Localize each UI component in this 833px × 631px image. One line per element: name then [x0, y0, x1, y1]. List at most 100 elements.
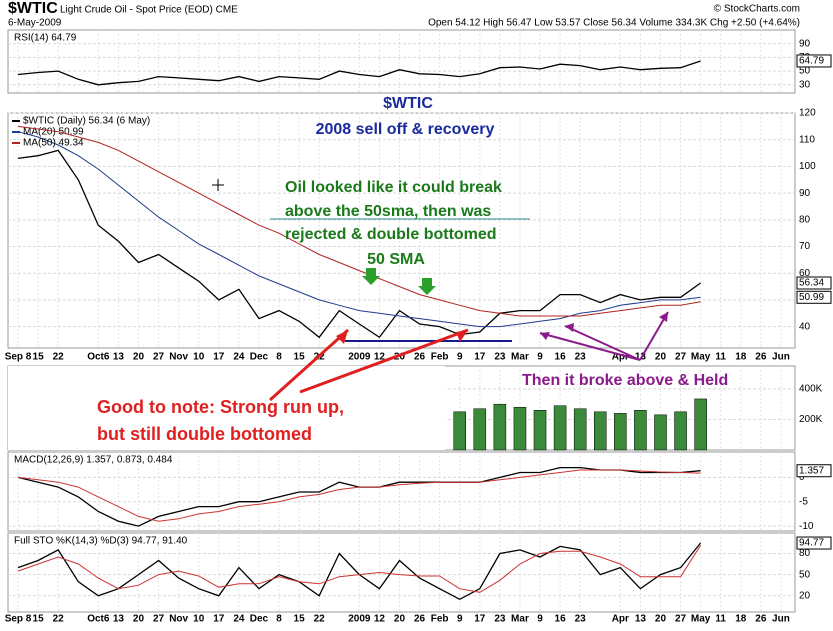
volume-bar: [493, 403, 507, 451]
x-tick-label: 20: [133, 352, 145, 363]
x-tick-label: Nov: [169, 614, 188, 625]
annotation-subtitle: 2008 sell off & recovery: [316, 121, 495, 138]
x-tick-label: 11: [715, 614, 726, 625]
y-tick-label: 90: [799, 188, 811, 199]
series-line: [17, 131, 701, 328]
x-tick-label: 17: [474, 352, 486, 363]
series-line: [17, 125, 701, 317]
x-tick-label: 26: [414, 352, 426, 363]
y-tick-label: 90: [799, 38, 811, 49]
x-tick-label: 22: [53, 614, 65, 625]
x-tick-label: 20: [655, 614, 667, 625]
value-tag-box: [796, 54, 832, 68]
x-tick-label: 15: [33, 614, 45, 625]
volume-bar: [453, 411, 466, 451]
x-tick-label: 18: [735, 614, 747, 625]
x-tick-label: 23: [575, 352, 587, 363]
x-tick-label: Oct6: [87, 352, 110, 363]
y-tick-label: 200K: [799, 414, 823, 425]
volume-bar: [573, 408, 587, 451]
x-tick-label: 23: [494, 614, 506, 625]
y-tick-label: 100: [799, 161, 816, 172]
x-tick-label: 2009: [348, 352, 371, 363]
x-tick-label: 13: [635, 614, 647, 625]
volume-bar: [654, 414, 667, 451]
x-tick-label: 27: [675, 352, 687, 363]
green-arrow: [418, 278, 436, 295]
x-tick-label: 11: [715, 352, 726, 363]
y-tick-label: 80: [799, 214, 811, 225]
annotation-text: Oil looked like it could break: [285, 179, 502, 196]
annotations: $WTIC 2008 sell off & recovery Oil looke…: [8, 95, 728, 450]
y-tick-label: 30: [799, 79, 811, 90]
date: 6-May-2009: [8, 18, 62, 29]
value-tag-box: [796, 276, 832, 290]
quote: Open 54.12 High 56.47 Low 53.57 Close 56…: [428, 18, 800, 29]
x-tick-label: 15: [33, 352, 45, 363]
x-tick-label: 24: [233, 614, 245, 625]
volume-bar: [473, 408, 487, 451]
series-line: [17, 149, 701, 339]
x-tick-label: 16: [555, 352, 567, 363]
x-tick-label: 12: [374, 614, 386, 625]
volume-bar: [513, 406, 527, 451]
x-tick-label: 22: [53, 352, 65, 363]
x-tick-label: 27: [153, 614, 165, 625]
panel-frame: [7, 451, 796, 532]
crosshair: [212, 179, 224, 191]
value-tag-box: [796, 464, 832, 478]
value-tag-box: [796, 290, 832, 304]
x-tick-label: Jun: [772, 614, 790, 625]
series-line: [17, 60, 701, 86]
x-tick-label: May: [691, 614, 711, 625]
value-tag: 1.357: [799, 465, 824, 476]
series-line: [17, 545, 702, 593]
y-tick-label: 20: [799, 590, 811, 601]
x-tick-label: Mar: [511, 614, 529, 625]
x-tick-label: 9: [457, 614, 463, 625]
x-tick-label: Dec: [250, 352, 269, 363]
x-tick-label: 13: [113, 352, 125, 363]
purple-arrowheads: [540, 312, 668, 340]
x-tick-label: Nov: [169, 352, 188, 363]
value-tag: 64.79: [799, 56, 824, 67]
x-tick-label: 2009: [348, 614, 371, 625]
annotation-text: above the 50sma, then was: [285, 203, 491, 220]
red-arrows: [268, 328, 469, 402]
x-tick-label: 9: [537, 352, 543, 363]
x-tick-label: 22: [314, 614, 326, 625]
x-tick-label: Sep 8: [5, 614, 32, 625]
x-tick-label: 17: [474, 614, 486, 625]
y-tick-label: 40: [799, 321, 811, 332]
x-tick-label: Jun: [772, 352, 790, 363]
x-tick-label: 27: [153, 352, 165, 363]
x-tick-label: Sep 8: [5, 352, 32, 363]
x-tick-label: 17: [213, 352, 225, 363]
x-tick-label: 20: [394, 614, 406, 625]
y-tick-label: 400K: [799, 384, 823, 395]
x-tick-label: May: [691, 352, 711, 363]
x-tick-label: 8: [276, 614, 282, 625]
volume-bar: [674, 411, 687, 451]
annotation-title: $WTIC: [383, 95, 433, 112]
volume-bar: [634, 410, 647, 451]
instrument: Light Crude Oil - Spot Price (EOD) CME: [60, 5, 238, 16]
x-tick-label: Feb: [431, 352, 449, 363]
panel-frame: [7, 29, 796, 94]
y-tick-label: -5: [799, 496, 808, 507]
x-tick-label: 20: [394, 352, 406, 363]
purple-arrows: [539, 311, 669, 361]
legend-entry: $WTIC (Daily) 56.34 (6 May): [23, 116, 150, 127]
annotation-text: Then it broke above & Held: [522, 372, 728, 389]
x-tick-label: 9: [457, 352, 463, 363]
note-box: [8, 366, 445, 450]
y-tick-label: 50: [799, 569, 811, 580]
value-tag: 50.99: [799, 292, 824, 303]
x-tick-label: 26: [755, 352, 767, 363]
legend-entry: MA(50) 49.34: [23, 138, 84, 149]
annotation-text: 50 SMA: [367, 251, 425, 268]
credit: © StockCharts.com: [714, 4, 800, 15]
x-tick-label: Oct6: [87, 614, 110, 625]
x-tick-label: 23: [494, 352, 506, 363]
